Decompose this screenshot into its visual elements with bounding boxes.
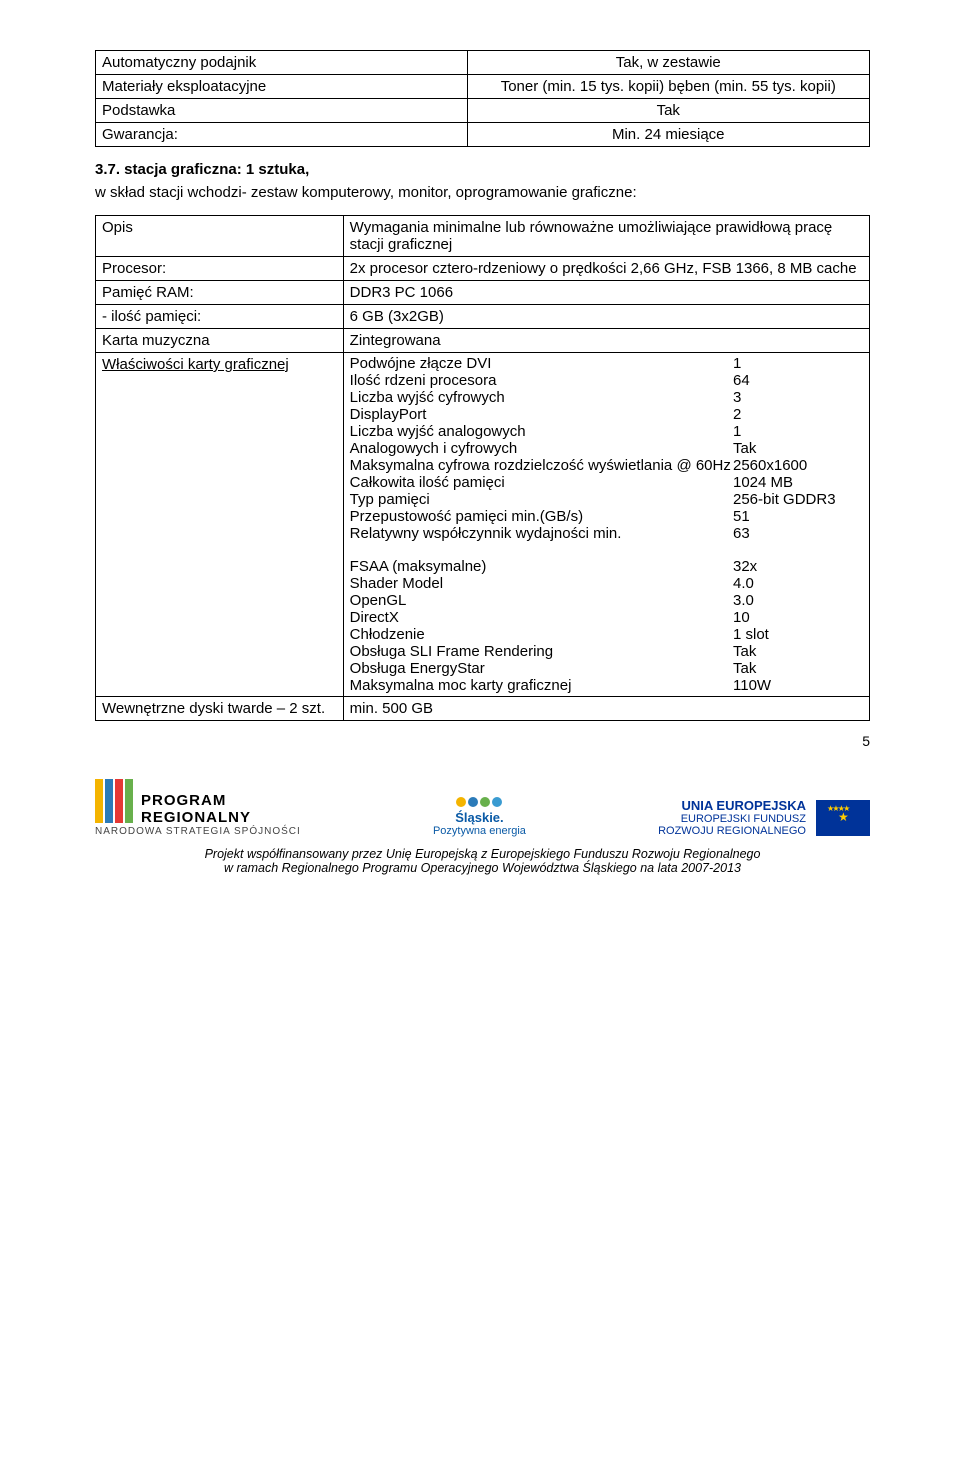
gfx-k: Typ pamięci	[350, 491, 733, 508]
cell: DDR3 PC 1066	[343, 281, 869, 305]
cell: Automatyczny podajnik	[96, 51, 468, 75]
consumables-table: Automatyczny podajnik Tak, w zestawie Ma…	[95, 50, 870, 147]
gfx-v: 3	[733, 389, 863, 406]
gfx-v: Tak	[733, 643, 863, 660]
gfx-k: DirectX	[350, 609, 733, 626]
cell: Gwarancja:	[96, 123, 468, 147]
cell: 6 GB (3x2GB)	[343, 305, 869, 329]
gfx-props-cell: Właściwości karty graficznej	[96, 353, 344, 697]
gfx-k: Całkowita ilość pamięci	[350, 474, 733, 491]
spec-table: Opis Wymagania minimalne lub równoważne …	[95, 215, 870, 721]
slaskie-sub: Pozytywna energia	[433, 825, 526, 837]
gfx-k: Analogowych i cyfrowych	[350, 440, 733, 457]
slaskie-logo: Śląskie. Pozytywna energia	[433, 797, 526, 837]
gfx-v: 4.0	[733, 575, 863, 592]
gfx-k: Shader Model	[350, 575, 733, 592]
cell: Toner (min. 15 tys. kopii) bęben (min. 5…	[467, 75, 869, 99]
gfx-v: 3.0	[733, 592, 863, 609]
cell: Wymagania minimalne lub równoważne umożl…	[343, 216, 869, 257]
cell: Procesor:	[96, 257, 344, 281]
gfx-v: 1	[733, 355, 863, 372]
gfx-k: Maksymalna moc karty graficznej	[350, 677, 733, 694]
footer-logos: PROGRAM REGIONALNY NARODOWA STRATEGIA SP…	[95, 779, 870, 837]
gfx-v: 63	[733, 525, 863, 542]
gfx-v: 2560x1600	[733, 457, 863, 474]
caption-line: w ramach Regionalnego Programu Operacyjn…	[95, 861, 870, 875]
cell: Pamięć RAM:	[96, 281, 344, 305]
program-label: PROGRAM	[141, 792, 251, 809]
eu-sub2: ROZWOJU REGIONALNEGO	[658, 825, 806, 837]
eu-label: UNIA EUROPEJSKA	[658, 798, 806, 813]
gfx-v: Tak	[733, 440, 863, 457]
gfx-k: Przepustowość pamięci min.(GB/s)	[350, 508, 733, 525]
gfx-k: Podwójne złącze DVI	[350, 355, 733, 372]
gfx-v: 64	[733, 372, 863, 389]
cell: 2x procesor cztero-rdzeniowy o prędkości…	[343, 257, 869, 281]
gfx-props-label: Właściwości karty graficznej	[102, 356, 289, 373]
cell: Materiały eksploatacyjne	[96, 75, 468, 99]
cell: Tak, w zestawie	[467, 51, 869, 75]
eu-sub1: EUROPEJSKI FUNDUSZ	[658, 813, 806, 825]
gfx-k: Obsługa SLI Frame Rendering	[350, 643, 733, 660]
gfx-k: OpenGL	[350, 592, 733, 609]
program-sub: NARODOWA STRATEGIA SPÓJNOŚCI	[95, 826, 301, 837]
cell: Wewnętrzne dyski twarde – 2 szt.	[96, 697, 344, 721]
gfx-v: 10	[733, 609, 863, 626]
gfx-v: 1024 MB	[733, 474, 863, 491]
stripes-icon	[95, 779, 133, 823]
cell: Min. 24 miesiące	[467, 123, 869, 147]
gfx-k: FSAA (maksymalne)	[350, 558, 733, 575]
program-label2: REGIONALNY	[141, 809, 251, 826]
gfx-k: Obsługa EnergyStar	[350, 660, 733, 677]
gfx-k: Relatywny współczynnik wydajności min.	[350, 525, 733, 542]
gfx-k: Liczba wyjść cyfrowych	[350, 389, 733, 406]
page-number: 5	[95, 733, 870, 749]
caption-line: Projekt współfinansowany przez Unię Euro…	[95, 847, 870, 861]
gfx-k: Chłodzenie	[350, 626, 733, 643]
gfx-v: 1	[733, 423, 863, 440]
slaskie-label: Śląskie.	[433, 810, 526, 825]
gfx-v: 51	[733, 508, 863, 525]
gfx-props-values: Podwójne złącze DVI1 Ilość rdzeni proces…	[343, 353, 869, 697]
gfx-k: Liczba wyjść analogowych	[350, 423, 733, 440]
gfx-v: 32x	[733, 558, 863, 575]
cell: Opis	[96, 216, 344, 257]
gfx-v: 2	[733, 406, 863, 423]
cell: Tak	[467, 99, 869, 123]
gfx-v: 1 slot	[733, 626, 863, 643]
gfx-k: DisplayPort	[350, 406, 733, 423]
cell: Zintegrowana	[343, 329, 869, 353]
gfx-k: Ilość rdzeni procesora	[350, 372, 733, 389]
eu-flag-icon: ★ ★ ★ ★	[816, 800, 870, 836]
cell: Karta muzyczna	[96, 329, 344, 353]
gfx-v: Tak	[733, 660, 863, 677]
cell: - ilość pamięci:	[96, 305, 344, 329]
section-subtitle: w skład stacji wchodzi- zestaw komputero…	[95, 184, 870, 201]
gfx-k: Maksymalna cyfrowa rozdzielczość wyświet…	[350, 457, 733, 474]
gfx-v: 110W	[733, 677, 863, 694]
section-title: 3.7. stacja graficzna: 1 sztuka,	[95, 161, 870, 178]
eu-logo: UNIA EUROPEJSKA EUROPEJSKI FUNDUSZ ROZWO…	[658, 798, 870, 837]
footer-caption: Projekt współfinansowany przez Unię Euro…	[95, 847, 870, 875]
gfx-v: 256-bit GDDR3	[733, 491, 863, 508]
section-number: 3.7. stacja graficzna: 1 sztuka,	[95, 161, 309, 178]
cell: min. 500 GB	[343, 697, 869, 721]
program-regionalny-logo: PROGRAM REGIONALNY NARODOWA STRATEGIA SP…	[95, 779, 301, 837]
cell: Podstawka	[96, 99, 468, 123]
dots-icon	[433, 797, 526, 810]
